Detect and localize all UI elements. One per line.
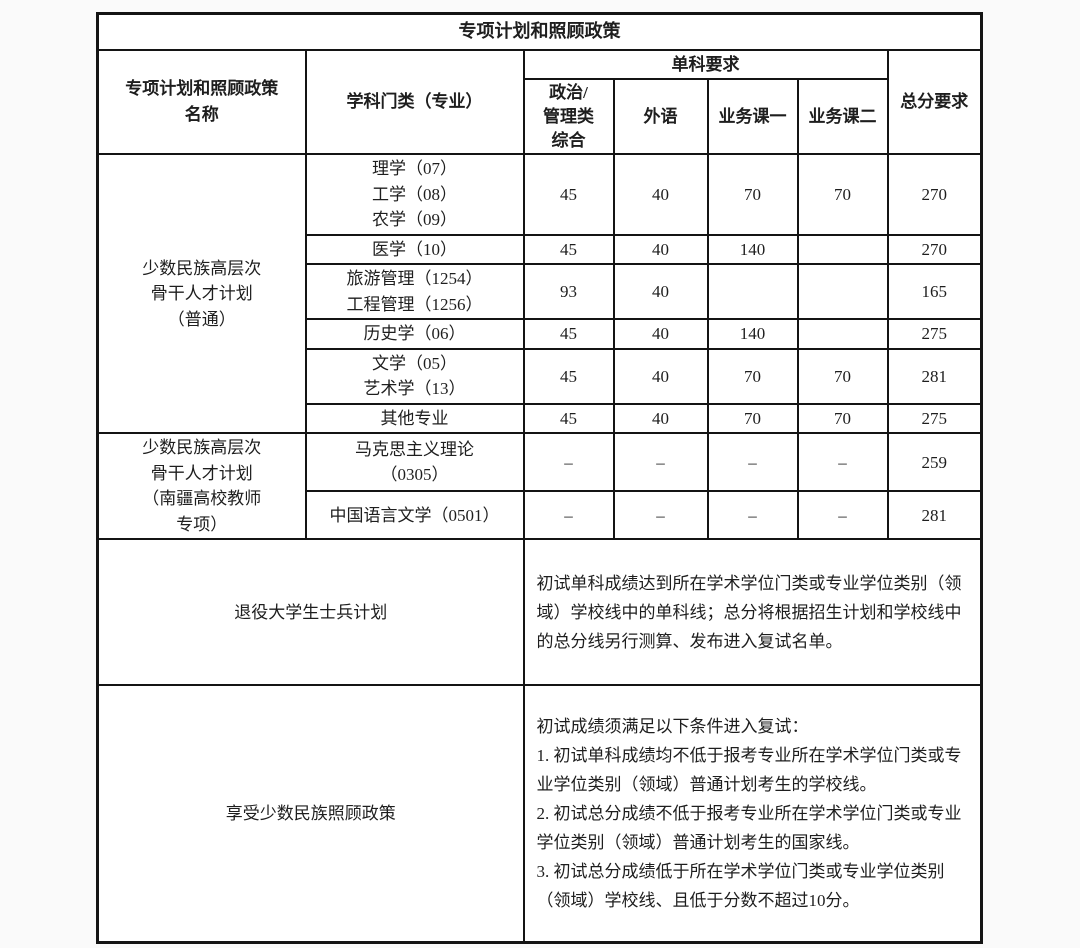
cell-course2: 70 [796,153,889,236]
table-row: 退役大学生士兵计划 初试单科成绩达到所在学术学位门类或专业学位类别（领域）学校线… [96,538,983,687]
cell-politics: 45 [522,233,615,266]
header-course1-col: 业务课一 [706,77,799,156]
cell-course1 [706,263,799,321]
cell-foreign: – [612,490,709,541]
cell-foreign: 40 [612,263,709,321]
policy1-name: 退役大学生士兵计划 [96,538,525,687]
cell-course1: – [706,490,799,541]
cell-course1: – [706,432,799,493]
cell-foreign: – [612,432,709,493]
cell-subject: 理学（07） 工学（08） 农学（09） [304,153,525,236]
cell-course2 [796,263,889,321]
cell-course1: 140 [706,318,799,350]
cell-subject: 其他专业 [304,402,525,435]
table-row: 其他专业 45 40 70 70 275 [98,402,983,435]
cell-politics: – [522,490,615,541]
header-politics-col: 政治/ 管理类 综合 [522,77,615,156]
cell-course2: 70 [796,402,889,435]
table-row: 中国语言文学（0501） – – – – 281 [98,490,983,541]
cell-foreign: 40 [612,347,709,405]
cell-politics: 45 [522,347,615,405]
cell-course1: 70 [706,153,799,236]
cell-foreign: 40 [612,153,709,236]
header-name-col: 专项计划和照顾政策 名称 [96,48,307,156]
cell-politics: 45 [522,402,615,435]
table-row: 旅游管理（1254） 工程管理（1256） 93 40 165 [98,263,983,321]
header-foreign-col: 外语 [612,77,709,156]
cell-total: 270 [886,153,983,236]
cell-subject: 医学（10） [304,233,525,266]
header-course2-col: 业务课二 [796,77,889,156]
header-subject-col: 学科门类（专业） [304,48,525,156]
cell-course2 [796,318,889,350]
table-row: 少数民族高层次 骨干人才计划 （南疆高校教师 专项） 马克思主义理论 （0305… [96,432,983,541]
table-row: 文学（05） 艺术学（13） 45 40 70 70 281 [98,347,983,405]
table-title-row: 专项计划和照顾政策 [96,12,983,51]
header-group-row: 专项计划和照顾政策 名称 学科门类（专业） 单科要求 总分要求 [96,48,983,156]
cell-course1: 140 [706,233,799,266]
score-table: 专项计划和照顾政策 专项计划和照顾政策 名称 学科门类（专业） 单科要求 总分要… [96,12,984,944]
cell-total: 275 [886,402,983,435]
table-row: 历史学（06） 45 40 140 275 [98,318,983,350]
cell-foreign: 40 [612,318,709,350]
cell-subject: 中国语言文学（0501） [304,490,525,541]
cell-politics: 93 [522,263,615,321]
cell-course1: 70 [706,347,799,405]
cell-politics: 45 [522,153,615,236]
cell-course2: 70 [796,347,889,405]
group2-name: 少数民族高层次 骨干人才计划 （南疆高校教师 专项） [96,432,307,541]
cell-foreign: 40 [612,233,709,266]
table-title: 专项计划和照顾政策 [96,12,983,51]
policy2-description: 初试成绩须满足以下条件进入复试： 1. 初试单科成绩均不低于报考专业所在学术学位… [522,684,983,944]
table-row: 医学（10） 45 40 140 270 [98,233,983,266]
cell-course1: 70 [706,402,799,435]
table-row: 享受少数民族照顾政策 初试成绩须满足以下条件进入复试： 1. 初试单科成绩均不低… [96,684,983,944]
cell-total: 270 [886,233,983,266]
cell-total: 165 [886,263,983,321]
cell-total: 259 [886,432,983,493]
cell-subject: 文学（05） 艺术学（13） [304,347,525,405]
cell-course2: – [796,432,889,493]
policy2-name: 享受少数民族照顾政策 [96,684,525,944]
cell-subject: 旅游管理（1254） 工程管理（1256） [304,263,525,321]
cell-subject: 历史学（06） [304,318,525,350]
cell-politics: 45 [522,318,615,350]
policy1-description: 初试单科成绩达到所在学术学位门类或专业学位类别（领域）学校线中的单科线；总分将根… [522,538,983,687]
cell-total: 281 [886,490,983,541]
group1-name: 少数民族高层次 骨干人才计划 （普通） [96,153,307,435]
header-total-col: 总分要求 [886,48,983,156]
header-sub-row: 政治/ 管理类 综合 外语 业务课一 业务课二 [98,77,982,156]
cell-politics: – [522,432,615,493]
cell-course2: – [796,490,889,541]
table-row: 少数民族高层次 骨干人才计划 （普通） 理学（07） 工学（08） 农学（09）… [96,153,983,435]
cell-total: 275 [886,318,983,350]
cell-foreign: 40 [612,402,709,435]
header-single-subject-group: 单科要求 [522,48,889,80]
cell-course2 [796,233,889,266]
cell-total: 281 [886,347,983,405]
cell-subject: 马克思主义理论 （0305） [304,432,525,493]
